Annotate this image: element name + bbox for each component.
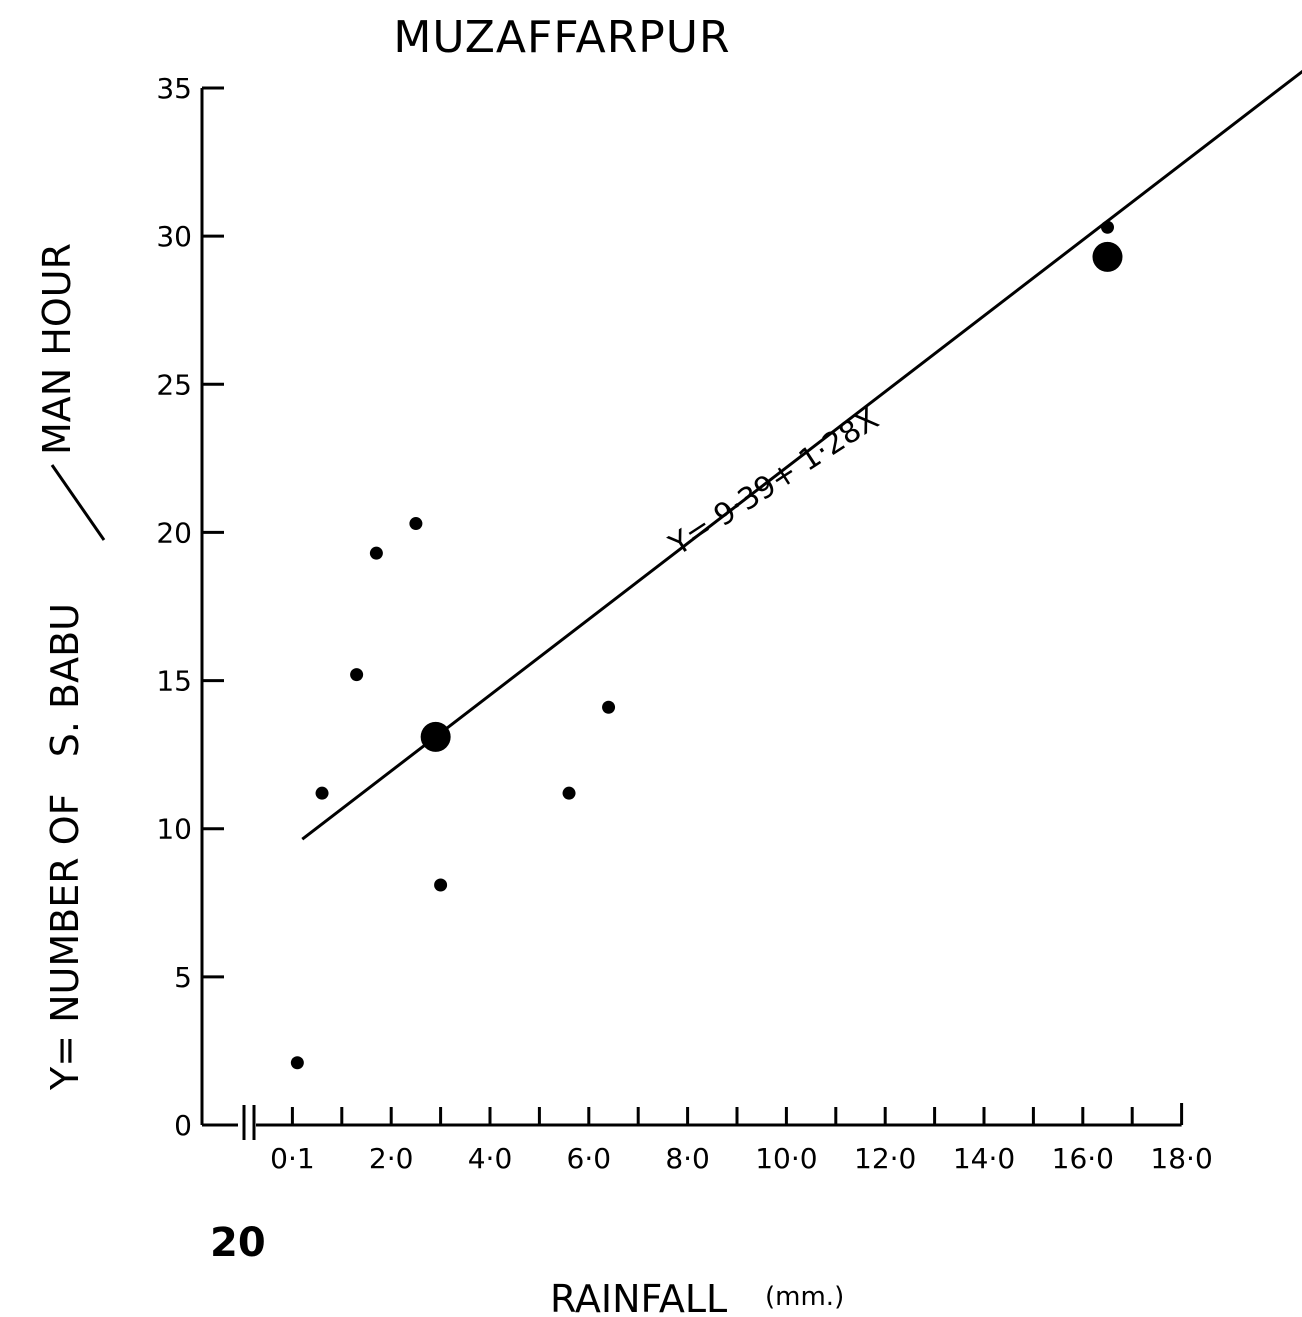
data-points <box>290 220 1123 1070</box>
y-axis-label: Y= NUMBER OF S. BABU MAN HOUR <box>35 243 106 1091</box>
data-point <box>1092 241 1123 272</box>
y-tick-label: 20 <box>156 516 192 549</box>
y-axis: 0 5 10 15 20 25 30 35 <box>156 72 224 1142</box>
x-axis-label: RAINFALL <box>550 1277 727 1317</box>
x-tick-label: 10·0 <box>755 1142 817 1175</box>
chart-title: MUZAFFARPUR <box>393 12 730 63</box>
data-point <box>434 878 448 892</box>
data-point <box>315 786 329 800</box>
data-point <box>369 546 383 560</box>
y-axis-label-part1: Y= NUMBER OF S. BABU <box>43 603 87 1091</box>
x-tick-label: 4·0 <box>468 1142 513 1175</box>
data-point <box>409 517 423 531</box>
regression-line-group <box>301 69 1302 841</box>
x-axis-label-unit: (mm.) <box>765 1282 844 1312</box>
x-tick-label: 6·0 <box>567 1142 612 1175</box>
x-tick-label: 2·0 <box>369 1142 414 1175</box>
regression-equation-label: Y= 9·39+ 1·28X <box>662 402 885 564</box>
x-tick-label: 18·0 <box>1150 1142 1212 1175</box>
y-tick-label: 30 <box>156 220 192 253</box>
y-tick-label: 15 <box>156 665 192 698</box>
figure-number: 20 <box>210 1220 266 1266</box>
y-axis-label-slash <box>50 464 106 541</box>
data-point <box>350 668 364 682</box>
data-point <box>602 700 616 714</box>
x-tick-label: 14·0 <box>953 1142 1015 1175</box>
y-tick-label: 10 <box>156 813 192 846</box>
regression-line <box>301 69 1302 841</box>
x-tick-label: 8·0 <box>665 1142 710 1175</box>
y-tick-label: 35 <box>156 72 192 105</box>
data-point <box>290 1056 304 1070</box>
data-point <box>420 721 451 752</box>
x-axis: 0·1 2·0 4·0 6·0 8·0 10·0 12·0 14·0 16·0 18·0 <box>202 1103 1213 1175</box>
data-point <box>1101 220 1114 234</box>
y-tick-label: 25 <box>156 368 192 401</box>
x-tick-label: 16·0 <box>1052 1142 1114 1175</box>
y-tick-label: 5 <box>174 961 192 994</box>
y-tick-label: 0 <box>174 1109 192 1142</box>
y-axis-label-part2: MAN HOUR <box>35 243 79 455</box>
x-tick-label: 0·1 <box>270 1142 315 1175</box>
data-point <box>562 786 576 800</box>
x-tick-label: 12·0 <box>854 1142 916 1175</box>
